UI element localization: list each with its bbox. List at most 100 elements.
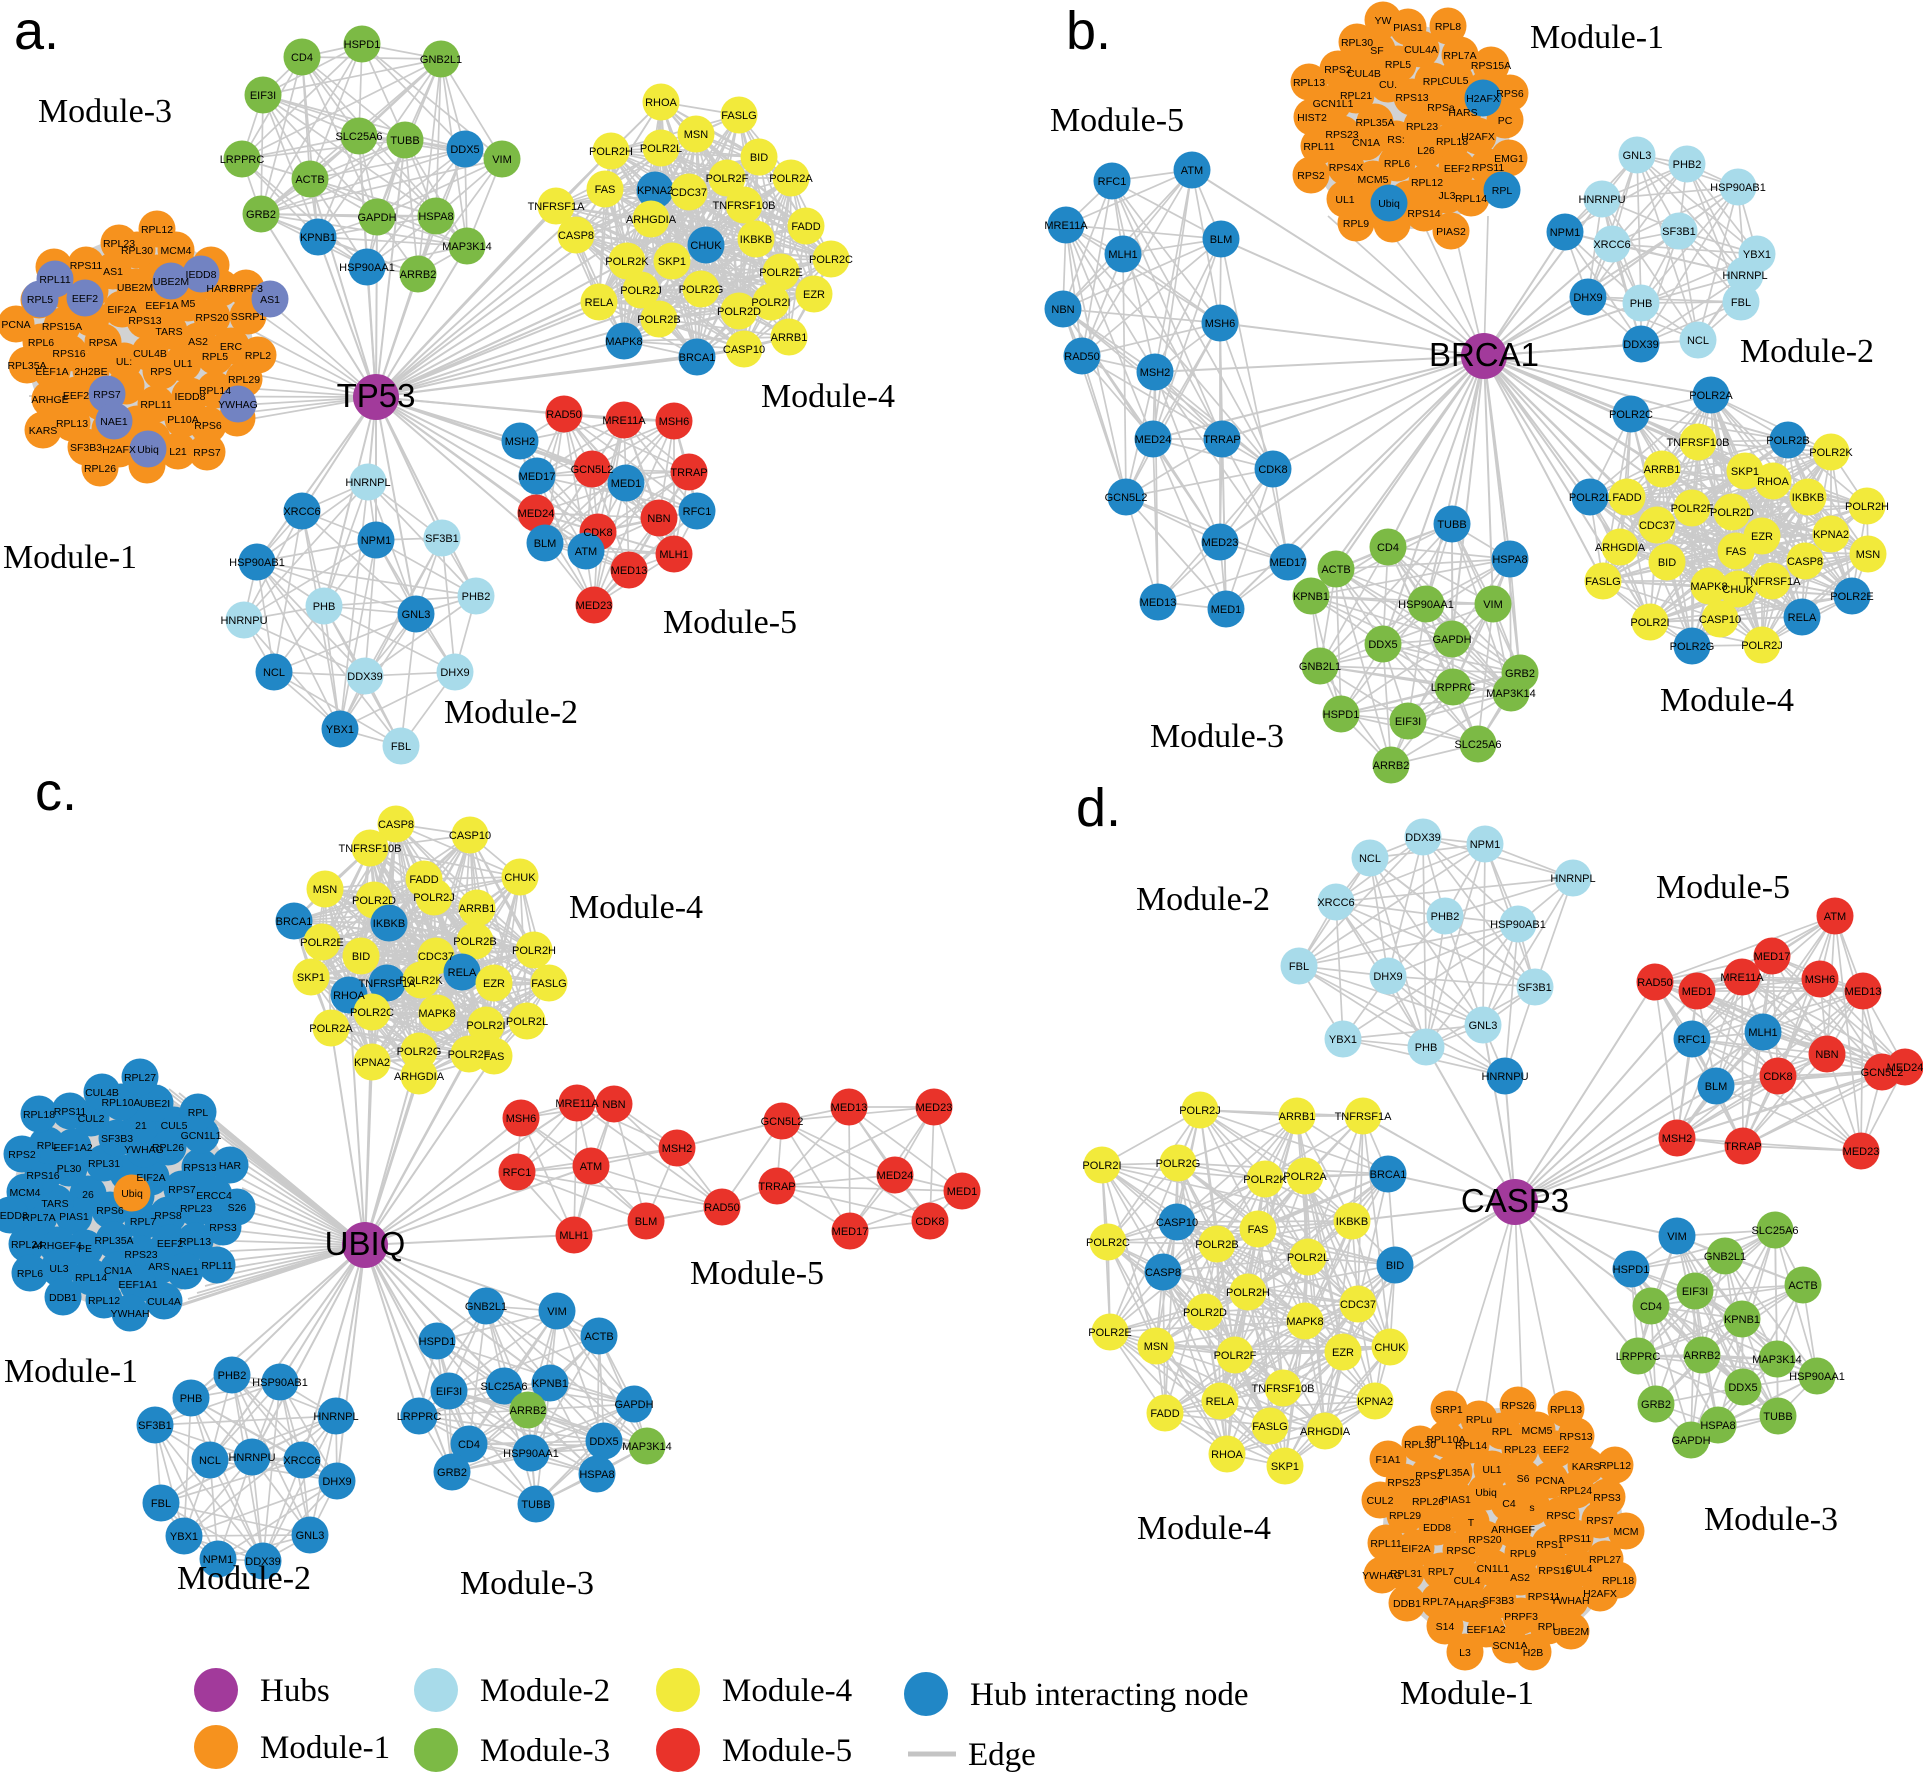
svg-text:GNB2L1: GNB2L1 [1704,1251,1746,1263]
svg-text:POLR2A: POLR2A [1689,390,1733,402]
svg-text:ARS: ARS [148,1261,170,1273]
svg-text:PRPF3: PRPF3 [229,283,263,295]
svg-text:PL30: PL30 [57,1163,82,1175]
svg-text:RPS20: RPS20 [195,312,228,324]
svg-text:TUBB: TUBB [521,1499,550,1511]
svg-text:EEF1A2: EEF1A2 [53,1142,92,1154]
svg-text:XRCC6: XRCC6 [283,1455,320,1467]
svg-text:Ubiq: Ubiq [121,1188,143,1200]
svg-text:MAPK8: MAPK8 [1286,1316,1323,1328]
svg-text:CHUK: CHUK [690,240,722,252]
svg-text:PCNA: PCNA [1535,1475,1564,1487]
svg-text:FAS: FAS [484,1051,505,1063]
svg-text:DDB1: DDB1 [1393,1598,1421,1610]
svg-text:JL3: JL3 [1439,190,1456,202]
svg-text:HNRNPU: HNRNPU [1578,194,1625,206]
svg-text:KPNB1: KPNB1 [532,1378,568,1390]
svg-text:MSN: MSN [684,129,709,141]
svg-text:TNFRSF1A: TNFRSF1A [1335,1111,1393,1123]
svg-text:TNFRSF10B: TNFRSF10B [339,843,402,855]
svg-text:FAS: FAS [1248,1224,1269,1236]
svg-text:RPL7: RPL7 [130,1216,156,1228]
svg-text:POLR2A: POLR2A [309,1023,353,1035]
svg-text:POLR2G: POLR2G [1670,641,1715,653]
svg-text:NBN: NBN [602,1099,625,1111]
svg-text:GNL3: GNL3 [402,609,431,621]
svg-text:POLR2H: POLR2H [589,146,633,158]
svg-text:KPNA2: KPNA2 [637,185,673,197]
svg-text:CASP10: CASP10 [1699,614,1741,626]
svg-text:KARS: KARS [1572,1461,1601,1473]
svg-text:MAP3K14: MAP3K14 [622,1441,672,1453]
svg-text:SF3B3: SF3B3 [101,1133,133,1145]
svg-text:CDK8: CDK8 [1763,1071,1792,1083]
svg-text:EEF2: EEF2 [1444,163,1470,175]
svg-text:RPS3: RPS3 [1593,1492,1621,1504]
svg-text:MED24: MED24 [1887,1062,1923,1074]
svg-text:RPL2: RPL2 [245,350,271,362]
svg-text:HSP90AB1: HSP90AB1 [229,557,285,569]
svg-text:RPL6: RPL6 [1384,158,1410,170]
svg-text:MAPK8: MAPK8 [605,336,642,348]
svg-text:Module-2: Module-2 [1136,881,1270,918]
svg-text:RPS16: RPS16 [52,348,85,360]
svg-text:EDD8: EDD8 [1423,1522,1451,1534]
svg-text:GNL3: GNL3 [296,1530,325,1542]
svg-text:RPS2: RPS2 [1415,1470,1443,1482]
svg-text:KPNB1: KPNB1 [300,232,336,244]
svg-text:RPL9: RPL9 [1510,1548,1536,1560]
svg-text:RPL12: RPL12 [1411,177,1443,189]
svg-text:IEDD8: IEDD8 [186,269,217,281]
svg-text:Module-4: Module-4 [761,378,895,415]
svg-text:RPS6: RPS6 [194,420,222,432]
svg-text:YW: YW [1375,15,1392,27]
svg-text:HARS: HARS [1448,107,1477,119]
svg-text:POLR2G: POLR2G [1156,1158,1201,1170]
svg-text:PHB2: PHB2 [462,591,491,603]
svg-text:26: 26 [82,1189,94,1201]
svg-text:RPS13: RPS13 [1559,1431,1592,1443]
svg-text:HSP90AB1: HSP90AB1 [252,1377,308,1389]
svg-text:UL:: UL: [116,356,132,368]
svg-text:MLH1: MLH1 [559,1230,588,1242]
svg-text:HIST2: HIST2 [1297,112,1327,124]
svg-text:NPM1: NPM1 [1470,839,1501,851]
svg-text:VIM: VIM [1483,599,1503,611]
svg-text:SKP1: SKP1 [1731,466,1759,478]
svg-text:Module-1: Module-1 [1400,1675,1534,1712]
svg-text:NPM1: NPM1 [361,535,392,547]
svg-text:RPS6: RPS6 [1496,88,1524,100]
svg-text:MSN: MSN [1856,549,1881,561]
svg-text:YBX1: YBX1 [170,1531,198,1543]
svg-text:ACTB: ACTB [295,174,324,186]
svg-text:POLR2B: POLR2B [637,314,680,326]
svg-text:RPS15A: RPS15A [42,321,82,333]
svg-text:CD4: CD4 [1377,542,1399,554]
svg-text:CUL4B: CUL4B [85,1087,119,1099]
svg-text:CU.: CU. [1379,79,1397,91]
svg-text:RPL11: RPL11 [1370,1538,1401,1550]
svg-text:RPL8: RPL8 [1435,21,1461,33]
svg-text:POLR2B: POLR2B [1766,435,1809,447]
svg-text:NPM1: NPM1 [1550,227,1581,239]
svg-text:F1A1: F1A1 [1375,1454,1400,1466]
svg-text:POLR2F: POLR2F [1214,1350,1257,1362]
svg-text:MAPK8: MAPK8 [1690,581,1727,593]
svg-text:HNRNPL: HNRNPL [313,1411,358,1423]
svg-text:RPL5: RPL5 [27,294,53,306]
svg-text:FASLG: FASLG [721,110,756,122]
svg-text:L21: L21 [169,446,187,458]
svg-text:Module-2: Module-2 [444,694,578,731]
svg-text:GAPDH: GAPDH [1671,1435,1710,1447]
svg-text:ARHGDIA: ARHGDIA [1595,542,1646,554]
svg-text:RELA: RELA [1788,612,1817,624]
svg-text:RPL18: RPL18 [23,1109,55,1121]
svg-text:TARS: TARS [155,326,182,338]
svg-text:T: T [1468,1517,1475,1529]
svg-text:RPSC: RPSC [1446,1545,1476,1557]
svg-text:Ubiq: Ubiq [137,444,159,456]
svg-text:GRB2: GRB2 [1641,1399,1671,1411]
svg-text:FASLG: FASLG [531,978,566,990]
svg-text:Module-4: Module-4 [569,889,703,926]
svg-text:POLR2C: POLR2C [1609,409,1653,421]
